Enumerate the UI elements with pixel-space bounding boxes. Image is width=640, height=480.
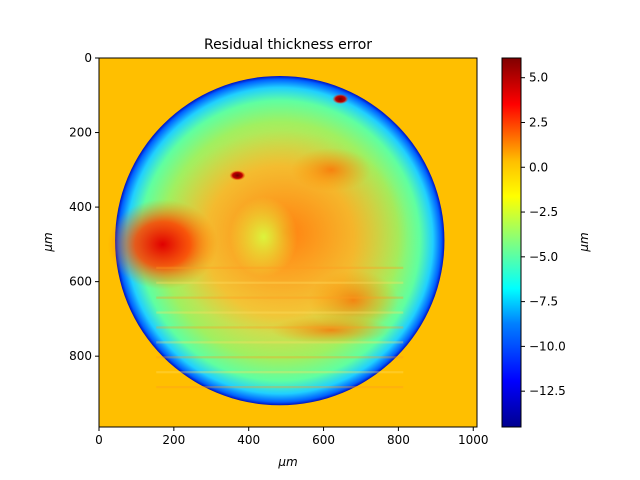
colorbar-tick-label: −2.5 (529, 205, 558, 219)
colorbar-axis: 5.0 2.5 0.0 −2.5 −5.0 −7.5 −10.0 −12.5 (521, 71, 566, 398)
y-tick-label: 800 (69, 349, 92, 363)
warm-region-bottom-right (308, 270, 399, 331)
center-cool-spot (229, 196, 298, 277)
x-axis-label: μm (277, 455, 297, 469)
band-stripe (156, 371, 404, 374)
warm-region-top-right (291, 147, 372, 192)
y-tick-label: 600 (69, 275, 92, 289)
colorbar-tick-label: −12.5 (529, 384, 566, 398)
band-stripe (156, 281, 404, 284)
colorbar (501, 57, 522, 428)
chart-title: Residual thickness error (204, 37, 372, 53)
band-stripe (156, 341, 404, 344)
x-tick-label: 1000 (458, 433, 489, 447)
band-stripe (156, 296, 404, 299)
colorbar-label: μm (577, 232, 591, 252)
x-tick-label: 200 (162, 433, 185, 447)
band-stripe (156, 266, 404, 269)
hot-spot (229, 170, 246, 181)
plot-frame (98, 57, 478, 428)
y-tick-label: 0 (84, 51, 92, 65)
colorbar-tick-label: 2.5 (529, 115, 548, 129)
warm-band-bottom (271, 316, 392, 345)
band-stripe (156, 326, 404, 329)
y-tick-label: 400 (69, 200, 92, 214)
colorbar-tick-label: −5.0 (529, 250, 558, 264)
x-tick-label: 600 (312, 433, 335, 447)
x-tick-label: 400 (237, 433, 260, 447)
band-stripe (156, 386, 404, 389)
x-axis: 0 200 400 600 800 1000 (95, 427, 489, 447)
y-axis: 0 200 400 600 800 (69, 51, 99, 363)
colorbar-tick-label: 0.0 (529, 160, 548, 174)
colorbar-tick-label: −7.5 (529, 295, 558, 309)
heatmap-field (107, 75, 445, 406)
colorbar-tick-label: 5.0 (529, 71, 548, 85)
band-stripe (156, 356, 404, 359)
colorbar-tick-label: −10.0 (529, 339, 566, 353)
hot-spot (332, 94, 349, 104)
x-tick-label: 800 (387, 433, 410, 447)
hot-region-left (107, 199, 218, 290)
y-tick-label: 200 (69, 126, 92, 140)
band-stripe (156, 311, 404, 314)
y-axis-label: μm (41, 232, 55, 252)
x-tick-label: 0 (95, 433, 103, 447)
